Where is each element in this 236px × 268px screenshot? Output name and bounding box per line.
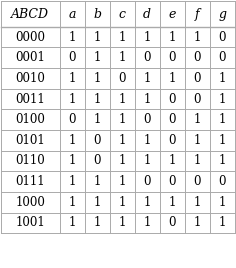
Text: d: d xyxy=(143,8,151,21)
Text: 1: 1 xyxy=(169,196,176,209)
Text: 1: 1 xyxy=(68,31,76,44)
Text: 1: 1 xyxy=(219,134,226,147)
Text: 1: 1 xyxy=(68,196,76,209)
Text: 1: 1 xyxy=(219,92,226,106)
Text: 1: 1 xyxy=(143,216,151,229)
Text: 0: 0 xyxy=(93,154,101,168)
Text: 1: 1 xyxy=(219,154,226,168)
Text: 1: 1 xyxy=(118,154,126,168)
Text: 1: 1 xyxy=(93,175,101,188)
Text: 1001: 1001 xyxy=(16,216,45,229)
Text: 0: 0 xyxy=(143,51,151,64)
Text: 1: 1 xyxy=(93,31,101,44)
Text: 1: 1 xyxy=(68,92,76,106)
Text: ABCD: ABCD xyxy=(11,8,49,21)
Text: 1: 1 xyxy=(143,154,151,168)
Text: 1: 1 xyxy=(93,196,101,209)
Text: 0: 0 xyxy=(219,51,226,64)
Text: 1: 1 xyxy=(118,51,126,64)
Text: 1: 1 xyxy=(68,72,76,85)
Text: 1: 1 xyxy=(68,175,76,188)
Text: 1: 1 xyxy=(194,196,201,209)
Text: 0: 0 xyxy=(143,113,151,126)
Text: 0: 0 xyxy=(169,51,176,64)
Text: 1: 1 xyxy=(118,31,126,44)
Text: 1: 1 xyxy=(219,72,226,85)
Text: 0: 0 xyxy=(194,72,201,85)
Text: 0: 0 xyxy=(169,113,176,126)
Text: a: a xyxy=(68,8,76,21)
Text: c: c xyxy=(119,8,126,21)
Text: 0010: 0010 xyxy=(15,72,45,85)
Text: 1: 1 xyxy=(219,196,226,209)
Text: 1: 1 xyxy=(68,154,76,168)
Text: f: f xyxy=(195,8,200,21)
Text: 1: 1 xyxy=(219,113,226,126)
Text: 1: 1 xyxy=(93,92,101,106)
Text: 1: 1 xyxy=(169,154,176,168)
Text: 0: 0 xyxy=(194,175,201,188)
Text: 0: 0 xyxy=(118,72,126,85)
Text: 1: 1 xyxy=(93,216,101,229)
Text: g: g xyxy=(218,8,226,21)
Text: b: b xyxy=(93,8,101,21)
Text: 0: 0 xyxy=(68,113,76,126)
Text: 1: 1 xyxy=(118,134,126,147)
Text: 0: 0 xyxy=(169,216,176,229)
Text: 1: 1 xyxy=(194,31,201,44)
Text: 0: 0 xyxy=(93,134,101,147)
Text: 1: 1 xyxy=(169,72,176,85)
Text: 1: 1 xyxy=(118,92,126,106)
Text: 0: 0 xyxy=(169,134,176,147)
Text: 1: 1 xyxy=(118,216,126,229)
Text: 0101: 0101 xyxy=(16,134,45,147)
Text: 1: 1 xyxy=(143,134,151,147)
Text: 1: 1 xyxy=(143,72,151,85)
Text: 0001: 0001 xyxy=(15,51,45,64)
Text: 1: 1 xyxy=(194,216,201,229)
Text: 1: 1 xyxy=(93,72,101,85)
Text: 1: 1 xyxy=(118,175,126,188)
Text: 1: 1 xyxy=(68,216,76,229)
Text: 0110: 0110 xyxy=(16,154,45,168)
Text: 0: 0 xyxy=(194,51,201,64)
Text: e: e xyxy=(169,8,176,21)
Text: 0: 0 xyxy=(194,92,201,106)
Text: 0: 0 xyxy=(219,31,226,44)
Text: 1: 1 xyxy=(93,113,101,126)
Text: 1: 1 xyxy=(194,134,201,147)
Text: 0: 0 xyxy=(143,175,151,188)
Text: 1: 1 xyxy=(169,31,176,44)
Text: 0011: 0011 xyxy=(16,92,45,106)
Text: 0000: 0000 xyxy=(15,31,45,44)
Text: 1: 1 xyxy=(143,31,151,44)
Text: 0: 0 xyxy=(68,51,76,64)
Text: 0: 0 xyxy=(169,92,176,106)
Text: 0111: 0111 xyxy=(16,175,45,188)
Text: 1: 1 xyxy=(143,196,151,209)
Text: 1: 1 xyxy=(118,113,126,126)
Text: 1: 1 xyxy=(143,92,151,106)
Text: 0: 0 xyxy=(169,175,176,188)
Text: 1: 1 xyxy=(194,154,201,168)
Text: 0: 0 xyxy=(219,175,226,188)
Text: 0100: 0100 xyxy=(15,113,45,126)
Text: 1000: 1000 xyxy=(15,196,45,209)
Text: 1: 1 xyxy=(118,196,126,209)
Text: 1: 1 xyxy=(219,216,226,229)
Text: 1: 1 xyxy=(194,113,201,126)
Text: 1: 1 xyxy=(93,51,101,64)
Text: 1: 1 xyxy=(68,134,76,147)
